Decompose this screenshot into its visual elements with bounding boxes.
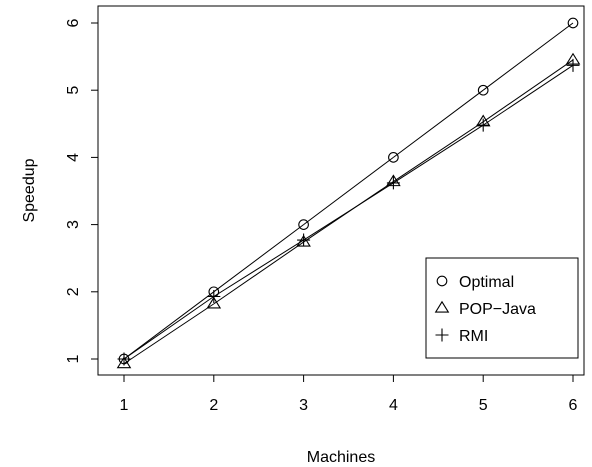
data-point-plus <box>566 58 580 72</box>
series-line-segment <box>123 303 215 365</box>
legend-label: Optimal <box>459 274 514 291</box>
data-point-plus <box>297 233 311 247</box>
y-tick-label: 5 <box>65 86 82 95</box>
y-axis-label: Speedup <box>21 158 38 222</box>
series-line-segment <box>393 89 484 158</box>
x-tick-label: 5 <box>479 397 488 414</box>
x-tick-label: 1 <box>120 397 129 414</box>
y-tick-label: 3 <box>65 220 82 229</box>
x-tick-label: 2 <box>209 397 218 414</box>
y-tick-label: 4 <box>65 153 82 162</box>
data-point-circle <box>298 219 309 230</box>
series-line-segment <box>123 291 215 360</box>
legend: Optimal POP−Java RMI <box>425 257 579 359</box>
x-tick-label: 6 <box>569 397 578 414</box>
y-tick-label: 2 <box>65 287 82 296</box>
series-lines <box>123 22 574 365</box>
data-point-triangle <box>116 356 132 369</box>
data-point-plus <box>386 176 400 190</box>
y-tick-label: 1 <box>65 354 82 363</box>
x-tick-label: 3 <box>299 397 308 414</box>
data-point-circle <box>567 17 579 29</box>
legend-symbol-triangle <box>434 300 450 313</box>
data-point-circle <box>388 152 399 163</box>
legend-symbol-circle <box>436 275 448 287</box>
data-point-plus <box>207 290 221 304</box>
x-axis: 1 2 3 4 5 6 <box>120 375 578 414</box>
legend-box <box>425 257 579 359</box>
legend-label: RMI <box>459 328 488 345</box>
series-line-segment <box>482 59 574 123</box>
series-line-segment <box>482 64 574 126</box>
y-axis: 1 2 3 4 5 6 <box>65 18 98 363</box>
legend-symbol-plus <box>435 328 449 342</box>
series-line-segment <box>393 121 484 183</box>
series-markers <box>116 17 581 369</box>
series-line-segment <box>303 182 394 241</box>
legend-item: RMI <box>435 328 488 345</box>
series-line-segment <box>213 241 304 305</box>
series-line-segment <box>393 124 484 184</box>
series-line-segment <box>213 239 304 297</box>
series-line-segment <box>482 22 574 91</box>
data-point-triangle <box>206 296 222 309</box>
plot-area-border <box>97 5 585 376</box>
x-axis-label: Machines <box>307 449 375 466</box>
legend-label: POP−Java <box>459 301 536 318</box>
data-point-plus <box>476 118 490 132</box>
data-point-circle <box>477 84 489 96</box>
series-line-segment <box>213 224 304 293</box>
y-tick-label: 6 <box>65 18 82 27</box>
x-tick-label: 4 <box>389 397 398 414</box>
series-line-segment <box>123 296 215 360</box>
data-point-plus <box>117 352 131 366</box>
legend-item: Optimal <box>436 274 514 291</box>
series-line-segment <box>303 156 394 226</box>
legend-item: POP−Java <box>434 300 536 318</box>
